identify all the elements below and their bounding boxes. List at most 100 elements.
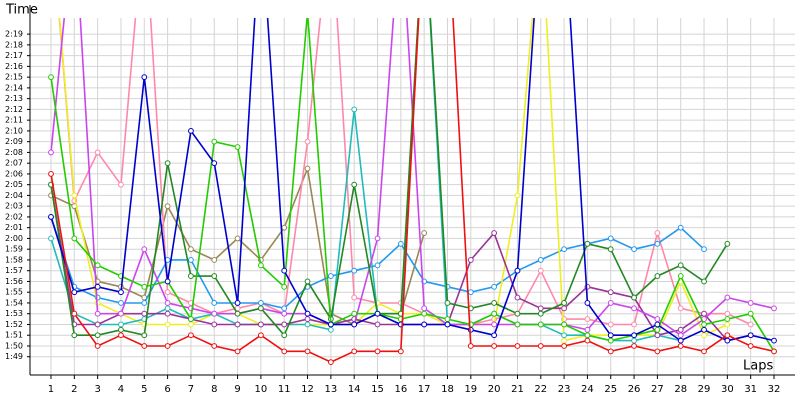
point: [514, 267, 521, 274]
point: [561, 332, 568, 339]
point: [281, 224, 288, 231]
y-tick-label: 2:07: [5, 159, 23, 168]
y-tick-label: 1:51: [5, 331, 23, 340]
x-tick-label: 6: [164, 384, 170, 395]
point: [351, 310, 358, 317]
x-tick-label: 1: [48, 384, 54, 395]
point: [118, 321, 124, 328]
point: [141, 246, 148, 253]
point: [561, 321, 568, 328]
point: [141, 343, 148, 349]
point: [141, 74, 148, 81]
point: [48, 214, 54, 220]
point: [631, 337, 637, 344]
point: [607, 332, 614, 339]
point: [71, 289, 78, 296]
point: [631, 305, 637, 312]
y-tick-label: 2:08: [5, 148, 23, 157]
x-tick-label: 32: [768, 384, 781, 395]
x-tick-label: 25: [604, 384, 617, 395]
point: [514, 294, 521, 301]
point: [304, 316, 311, 322]
point: [561, 343, 568, 349]
series-line: [50, 18, 775, 363]
point: [421, 305, 428, 312]
y-tick-label: 2:19: [5, 30, 23, 39]
point: [281, 305, 288, 312]
point: [561, 337, 568, 344]
point: [724, 310, 731, 317]
point: [118, 181, 124, 188]
point: [561, 246, 568, 253]
point: [607, 289, 614, 296]
point: [654, 332, 661, 339]
point: [607, 300, 614, 306]
point: [421, 230, 428, 236]
x-tick-label: 14: [348, 384, 361, 395]
y-tick-label: 2:04: [5, 191, 23, 200]
y-tick-label: 2:10: [5, 126, 23, 135]
point: [654, 273, 661, 279]
point: [771, 305, 777, 312]
point: [631, 246, 637, 253]
point: [771, 337, 777, 344]
x-tick-label: 19: [464, 384, 477, 395]
point: [188, 128, 194, 134]
y-tick-label: 2:15: [5, 73, 23, 82]
point: [584, 326, 591, 333]
y-tick-label: 1:59: [5, 245, 23, 254]
point: [607, 348, 614, 355]
point: [537, 343, 544, 349]
y-tick-label: 2:18: [5, 40, 23, 49]
point: [141, 300, 148, 306]
point: [118, 310, 124, 317]
series-line: [50, 18, 775, 352]
point: [48, 74, 54, 81]
point: [327, 321, 334, 328]
point: [747, 343, 754, 349]
point: [514, 343, 521, 349]
point: [397, 240, 404, 247]
point: [677, 273, 684, 279]
point: [304, 321, 311, 328]
y-tick-label: 2:03: [5, 202, 23, 211]
point: [327, 326, 334, 333]
point: [467, 257, 474, 263]
point: [701, 332, 707, 339]
point: [118, 289, 124, 296]
point: [164, 203, 171, 210]
point: [701, 326, 707, 333]
point: [71, 332, 78, 339]
point: [677, 332, 684, 339]
x-tick-label: 26: [628, 384, 641, 395]
y-tick-label: 2:05: [5, 180, 23, 189]
point: [164, 160, 171, 167]
point: [234, 300, 241, 306]
x-tick-label: 31: [744, 384, 757, 395]
point: [351, 321, 358, 328]
point: [257, 300, 264, 306]
point: [94, 321, 101, 328]
x-tick-label: 29: [698, 384, 711, 395]
point: [701, 278, 707, 285]
point: [747, 321, 754, 328]
point: [211, 343, 218, 349]
point: [211, 138, 218, 145]
point: [164, 343, 171, 349]
point: [257, 321, 264, 328]
y-tick-label: 2:14: [5, 83, 23, 92]
point: [747, 332, 754, 339]
point: [677, 326, 684, 333]
point: [188, 246, 194, 253]
point: [304, 310, 311, 317]
point: [537, 257, 544, 263]
point: [281, 310, 288, 317]
x-tick-label: 2: [71, 384, 77, 395]
point: [444, 321, 451, 328]
point: [654, 348, 661, 355]
point: [374, 235, 381, 242]
point: [234, 310, 241, 317]
point: [374, 310, 381, 317]
point: [327, 273, 334, 279]
point: [188, 321, 194, 328]
